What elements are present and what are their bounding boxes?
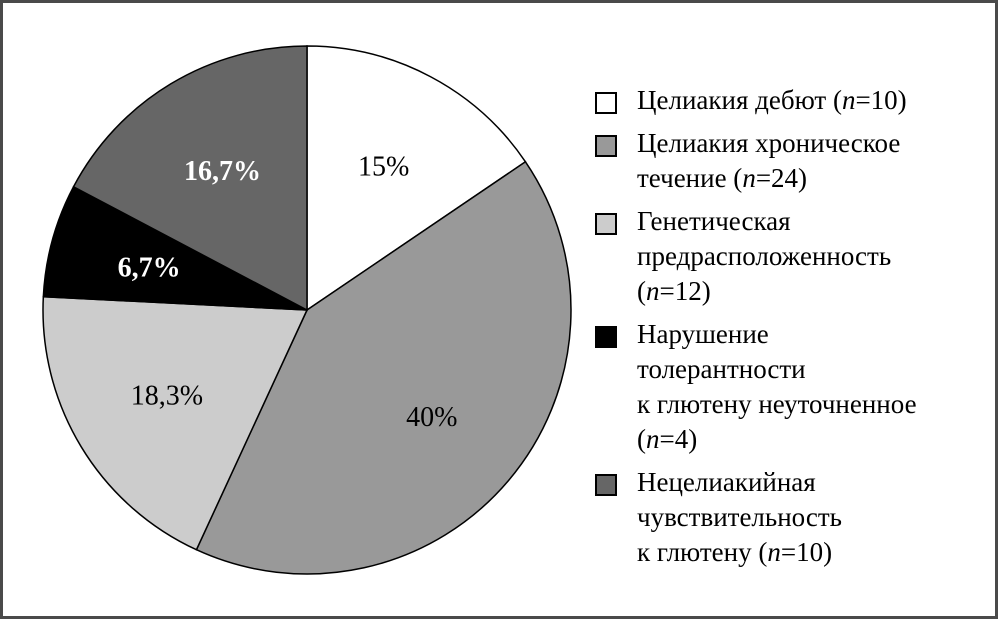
- legend-label-line: Нецелиакийная: [637, 467, 816, 497]
- chart-legend: Целиакия дебют (n=10) Целиакия хроническо…: [595, 83, 985, 578]
- legend-label-line: Нарушение: [637, 319, 769, 349]
- pie-chart: 15% 40% 18,3% 6,7% 16,7%: [42, 45, 572, 575]
- legend-label-line: (n=12): [637, 276, 711, 306]
- legend-item: Целиакия дебют (n=10): [595, 83, 985, 118]
- legend-label-line: чувствительность: [637, 502, 842, 532]
- legend-swatch: [595, 135, 617, 157]
- slice-value-label: 15%: [358, 151, 409, 182]
- legend-label-line: течение (n=24): [637, 163, 808, 193]
- pie-slice-2: [195, 160, 572, 575]
- legend-item: Генетическая предрасположенность (n=12): [595, 204, 985, 309]
- slice-value-label: 18,3%: [131, 381, 203, 412]
- legend-label-line: (n=4): [637, 424, 698, 454]
- legend-label-line: толерантности: [637, 354, 806, 384]
- legend-swatch: [595, 213, 617, 235]
- legend-label-line: к глютену неуточненное: [637, 389, 917, 419]
- legend-swatch: [595, 92, 617, 114]
- pie-slice-4: [42, 185, 308, 311]
- slice-value-label: 16,7%: [184, 156, 261, 187]
- legend-swatch: [595, 474, 617, 496]
- pie-slice-5: [72, 45, 308, 312]
- legend-item: Нецелиакийная чувствительность к глютену (…: [595, 465, 985, 570]
- legend-label-line: предрасположенность: [637, 241, 892, 271]
- legend-label-line: к глютену (n=10): [637, 537, 833, 567]
- slice-value-label: 6,7%: [118, 253, 181, 284]
- legend-item: Нарушение толерантности к глютену неуточне…: [595, 317, 985, 457]
- pie-slice-1: [306, 45, 527, 312]
- legend-swatch: [595, 326, 617, 348]
- legend-label-line: Целиакия хроническое: [637, 128, 901, 158]
- legend-item: Целиакия хроническое течение (n=24): [595, 126, 985, 196]
- slice-value-label: 40%: [406, 402, 457, 433]
- legend-label-line: Генетическая: [637, 206, 791, 236]
- legend-label-line: Целиакия дебют (n=10): [637, 85, 907, 115]
- pie-slice-3: [42, 295, 309, 551]
